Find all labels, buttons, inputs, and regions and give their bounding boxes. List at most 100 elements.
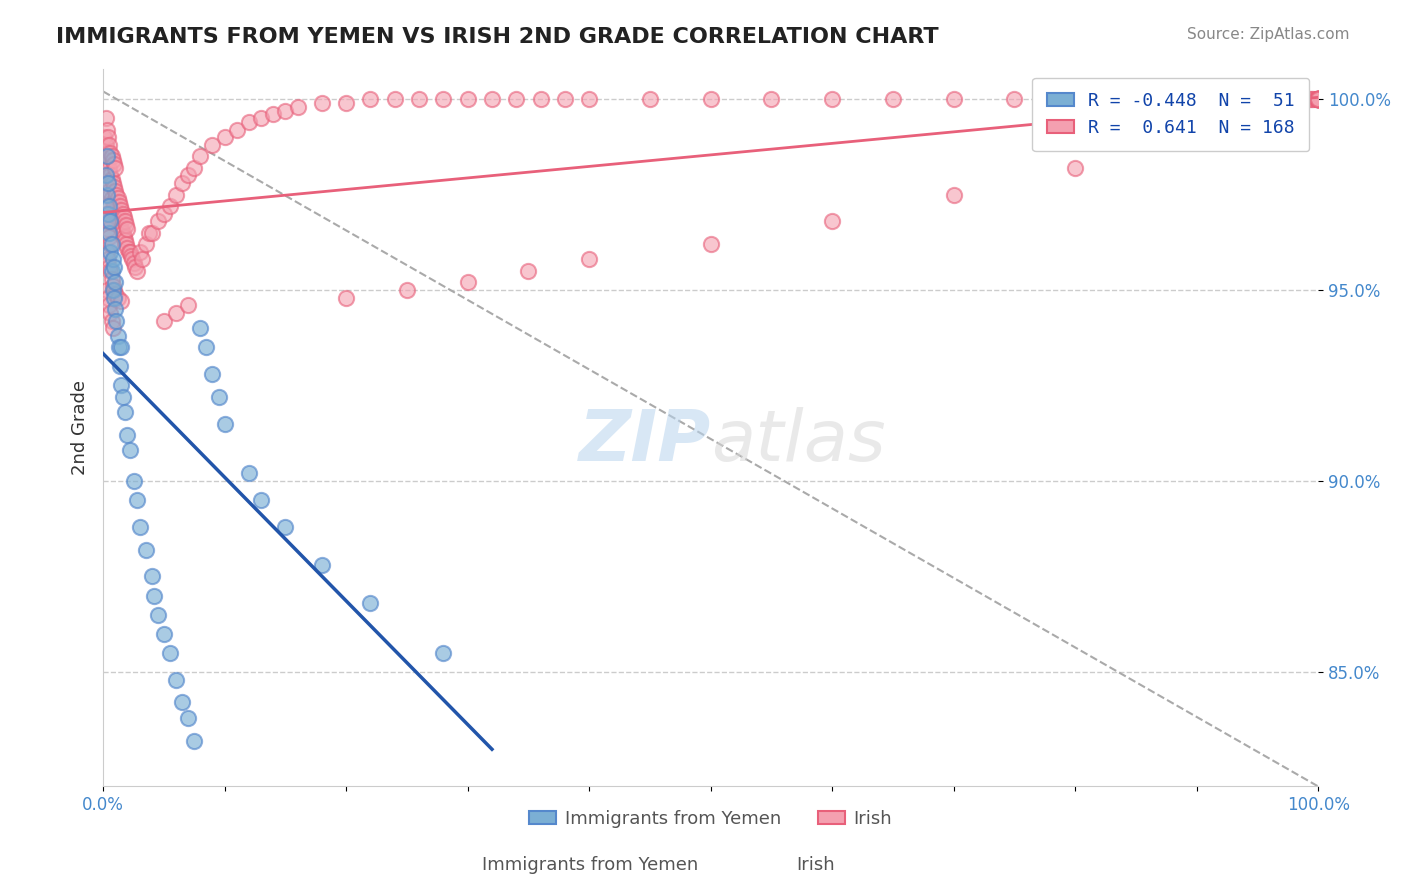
Point bbox=[104, 276, 127, 290]
Point bbox=[97, 130, 120, 145]
Point bbox=[101, 153, 124, 168]
Point bbox=[97, 153, 120, 168]
Point bbox=[118, 244, 141, 259]
Point bbox=[103, 157, 125, 171]
Point bbox=[94, 169, 117, 183]
Text: Immigrants from Yemen: Immigrants from Yemen bbox=[482, 856, 699, 874]
Point bbox=[100, 237, 122, 252]
Point bbox=[97, 222, 120, 236]
Point bbox=[111, 226, 134, 240]
Point bbox=[122, 474, 145, 488]
Point bbox=[103, 291, 125, 305]
Point bbox=[100, 191, 122, 205]
Point bbox=[238, 115, 260, 129]
Point bbox=[101, 195, 124, 210]
Point bbox=[214, 417, 236, 431]
Point bbox=[517, 264, 540, 278]
Point bbox=[1306, 92, 1329, 106]
Point bbox=[1308, 92, 1330, 106]
Point bbox=[165, 187, 187, 202]
Point bbox=[135, 237, 157, 252]
Point bbox=[250, 493, 273, 508]
Point bbox=[1306, 92, 1329, 106]
Point bbox=[165, 306, 187, 320]
Point bbox=[1295, 92, 1317, 106]
Point bbox=[96, 149, 118, 163]
Point bbox=[110, 202, 132, 217]
Point bbox=[107, 329, 129, 343]
Point bbox=[103, 199, 125, 213]
Point bbox=[395, 283, 418, 297]
Legend: Immigrants from Yemen, Irish: Immigrants from Yemen, Irish bbox=[522, 803, 900, 835]
Point bbox=[821, 92, 844, 106]
Point bbox=[120, 249, 142, 263]
Point bbox=[699, 237, 721, 252]
Point bbox=[1004, 92, 1026, 106]
Point bbox=[108, 359, 131, 374]
Point bbox=[287, 100, 309, 114]
Point bbox=[238, 467, 260, 481]
Point bbox=[96, 169, 118, 183]
Point bbox=[1308, 92, 1330, 106]
Point bbox=[112, 211, 135, 225]
Point bbox=[201, 137, 224, 152]
Point bbox=[1308, 92, 1330, 106]
Point bbox=[942, 92, 965, 106]
Point bbox=[177, 711, 200, 725]
Point bbox=[146, 607, 169, 622]
Text: Source: ZipAtlas.com: Source: ZipAtlas.com bbox=[1187, 27, 1350, 42]
Point bbox=[201, 367, 224, 381]
Point bbox=[505, 92, 527, 106]
Point bbox=[214, 130, 236, 145]
Point bbox=[104, 302, 127, 317]
Point bbox=[111, 390, 134, 404]
Point bbox=[101, 176, 124, 190]
Point bbox=[1064, 161, 1087, 175]
Point bbox=[335, 95, 357, 110]
Point bbox=[1308, 92, 1330, 106]
Point bbox=[121, 252, 143, 267]
Point bbox=[100, 237, 122, 252]
Point bbox=[103, 260, 125, 274]
Point bbox=[101, 252, 124, 267]
Point bbox=[1308, 92, 1330, 106]
Point bbox=[311, 558, 333, 572]
Point bbox=[578, 92, 600, 106]
Point bbox=[153, 207, 176, 221]
Point bbox=[127, 264, 149, 278]
Point bbox=[101, 321, 124, 335]
Point bbox=[100, 172, 122, 186]
Point bbox=[172, 696, 194, 710]
Point bbox=[882, 92, 904, 106]
Point bbox=[108, 195, 131, 210]
Point bbox=[1289, 92, 1312, 106]
Point bbox=[115, 237, 138, 252]
Point bbox=[141, 226, 163, 240]
Point bbox=[942, 187, 965, 202]
Point bbox=[96, 244, 118, 259]
Point bbox=[1258, 92, 1281, 106]
Point bbox=[1246, 111, 1268, 125]
Point bbox=[100, 306, 122, 320]
Point bbox=[554, 92, 576, 106]
Point bbox=[457, 276, 479, 290]
Point bbox=[432, 646, 454, 660]
Point bbox=[1125, 92, 1147, 106]
Point bbox=[107, 291, 129, 305]
Point bbox=[100, 271, 122, 285]
Point bbox=[98, 199, 121, 213]
Point bbox=[94, 111, 117, 125]
Point bbox=[1246, 92, 1268, 106]
Point bbox=[105, 207, 128, 221]
Point bbox=[1308, 92, 1330, 106]
Point bbox=[165, 673, 187, 687]
Point bbox=[128, 520, 150, 534]
Point bbox=[108, 214, 131, 228]
Point bbox=[105, 187, 128, 202]
Point bbox=[578, 252, 600, 267]
Point bbox=[100, 169, 122, 183]
Point bbox=[1308, 92, 1330, 106]
Point bbox=[1308, 92, 1330, 106]
Point bbox=[1308, 92, 1330, 106]
Point bbox=[183, 733, 205, 747]
